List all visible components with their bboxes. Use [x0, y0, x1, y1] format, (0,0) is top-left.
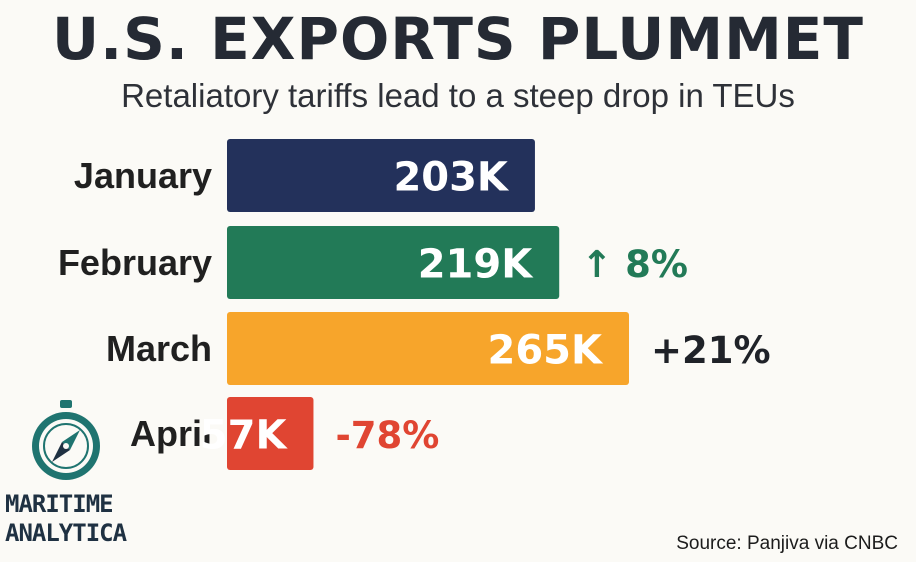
logo-line-2: ANALYTICA: [5, 519, 127, 547]
category-label: January: [74, 155, 212, 196]
category-label: March: [106, 328, 212, 369]
bar-value-label: 265K: [488, 328, 604, 374]
bar-value-label: 203K: [393, 155, 509, 201]
change-label: -78%: [335, 414, 439, 457]
category-label: April: [130, 413, 212, 454]
bar-value-label: 219K: [418, 242, 534, 288]
compass-icon: [32, 400, 100, 480]
bar: [227, 226, 560, 299]
brand-logo: MARITIME ANALYTICA: [0, 396, 135, 556]
chart-title: U.S. EXPORTS PLUMMET: [52, 5, 864, 73]
bar-value-label: 57K: [200, 413, 289, 459]
change-label: +21%: [651, 329, 771, 372]
bar: [227, 397, 314, 470]
bar: [227, 139, 535, 212]
category-label: February: [58, 242, 212, 283]
logo-line-1: MARITIME: [5, 490, 114, 518]
bar: [227, 312, 629, 385]
change-label: ↑ 8%: [581, 243, 688, 286]
chart-subtitle: Retaliatory tariffs lead to a steep drop…: [121, 77, 795, 114]
source-note: Source: Panjiva via CNBC: [676, 533, 898, 554]
